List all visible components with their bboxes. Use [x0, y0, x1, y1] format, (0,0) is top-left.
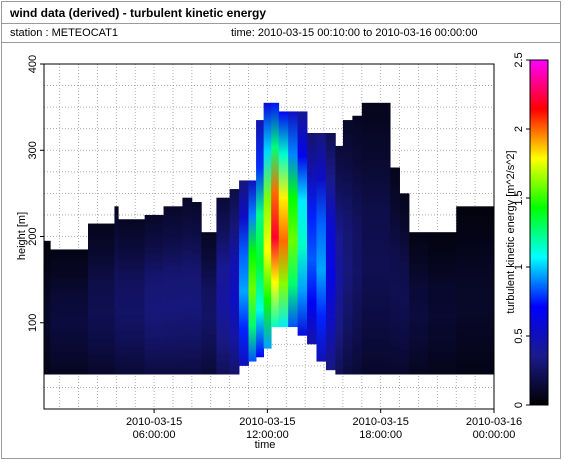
heatmap-column [229, 189, 240, 375]
heatmap-column [409, 232, 429, 375]
colorbar-tick-label: 0 [513, 402, 525, 408]
heatmap-column [256, 120, 265, 358]
x-axis-label: time [255, 439, 276, 451]
heatmap-column [316, 133, 327, 362]
y-tick-label: 400 [27, 55, 39, 73]
heatmap-column [399, 193, 410, 375]
x-tick-label-date: 2010-03-15 [126, 416, 182, 428]
y-axis-ticks: 100 200 300 400 [27, 55, 44, 332]
heatmap-column [307, 133, 317, 345]
colorbar-ticks: 0 0.5 1 1.5 2 2.5 [513, 52, 530, 408]
heatmap-column [361, 102, 391, 375]
heatmap-column [118, 219, 146, 375]
heatmap-column [239, 180, 249, 366]
heatmap-column [248, 180, 257, 362]
heatmap-column [163, 206, 183, 375]
colorbar-tick-label: 2.5 [513, 52, 525, 67]
heatmap-column [297, 111, 308, 336]
colorbar [529, 59, 549, 406]
time-range-label: time: 2010-03-15 00:10:00 to 2010-03-16 … [231, 27, 478, 39]
heatmap-column [427, 232, 457, 375]
colorbar-label: turbulent kinetic energy [m^2/s^2] [505, 150, 517, 313]
heatmap-column [352, 115, 363, 375]
x-tick-label-time: 12:00:00 [246, 429, 289, 441]
y-axis-label: height [m] [16, 212, 28, 260]
heatmap-column [335, 145, 344, 375]
chart-title: wind data (derived) - turbulent kinetic … [10, 6, 267, 20]
colorbar-tick-label: 1 [513, 264, 525, 270]
title-bar: wind data (derived) - turbulent kinetic … [2, 2, 560, 24]
colorbar-tick-label: 2 [513, 126, 525, 132]
heatmap-column [191, 202, 202, 375]
heatmap-column [263, 102, 272, 349]
x-tick-label-date: 2010-03-15 [353, 416, 409, 428]
heatmap-column [144, 214, 164, 375]
colorbar-tick-label: 1.5 [513, 190, 525, 205]
heatmap-column [342, 120, 353, 375]
heatmap-column [288, 111, 299, 328]
x-tick-label-time: 00:00:00 [473, 429, 516, 441]
heatmap-data [44, 102, 494, 375]
y-tick-label: 100 [27, 314, 39, 332]
x-tick-label-date: 2010-03-15 [239, 416, 295, 428]
x-tick-label-time: 18:00:00 [359, 429, 402, 441]
heatmap-column [50, 249, 89, 375]
heatmap-column [278, 111, 289, 328]
x-tick-label-date: 2010-03-16 [466, 416, 522, 428]
y-tick-label: 300 [27, 141, 39, 159]
heatmap-column [182, 197, 193, 375]
x-axis-ticks: 2010-03-1506:00:002010-03-1512:00:002010… [126, 409, 522, 441]
heatmap-column [216, 197, 231, 375]
info-bar: station : METEOCAT1 time: 2010-03-15 00:… [2, 24, 560, 43]
heatmap-column [325, 133, 336, 371]
heatmap-column [390, 167, 400, 375]
heatmap-column [271, 102, 280, 328]
heatmap-column [456, 206, 494, 375]
heatmap-column [87, 223, 115, 375]
colorbar-tick-label: 0.5 [513, 328, 525, 343]
x-tick-label-time: 06:00:00 [133, 429, 176, 441]
station-label: station : METEOCAT1 [10, 27, 118, 39]
heatmap-column [44, 240, 51, 375]
heatmap-column [114, 206, 119, 375]
heatmap-column [201, 232, 217, 375]
y-tick-label: 200 [27, 227, 39, 245]
